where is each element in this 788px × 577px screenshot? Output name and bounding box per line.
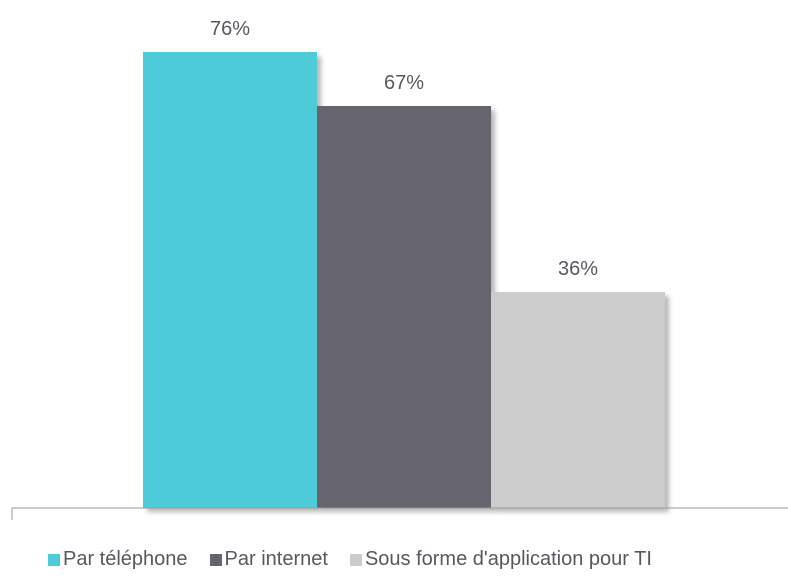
data-label-internet: 67% bbox=[384, 72, 424, 94]
bar-telephone bbox=[143, 52, 317, 508]
legend-item-application: Sous forme d'application pour TI bbox=[349, 548, 652, 571]
legend-item-internet: Par internet bbox=[209, 548, 328, 571]
bar-application bbox=[491, 292, 665, 508]
legend-label-telephone: Par téléphone bbox=[63, 548, 188, 570]
data-label-application: 36% bbox=[558, 258, 598, 280]
data-labels-group: 76% 67% 36% bbox=[210, 18, 598, 280]
legend: Par téléphone Par internet Sous forme d'… bbox=[48, 548, 674, 571]
bar-internet bbox=[317, 106, 491, 508]
bars-group bbox=[143, 52, 665, 508]
legend-item-telephone: Par téléphone bbox=[48, 548, 188, 571]
legend-swatch-application bbox=[349, 553, 362, 566]
legend-label-internet: Par internet bbox=[224, 548, 328, 570]
legend-swatch-telephone bbox=[48, 553, 60, 566]
legend-swatch-internet bbox=[209, 553, 222, 566]
legend-label-application: Sous forme d'application pour TI bbox=[364, 548, 652, 570]
x-axis bbox=[11, 507, 788, 520]
data-label-telephone: 76% bbox=[210, 18, 250, 40]
